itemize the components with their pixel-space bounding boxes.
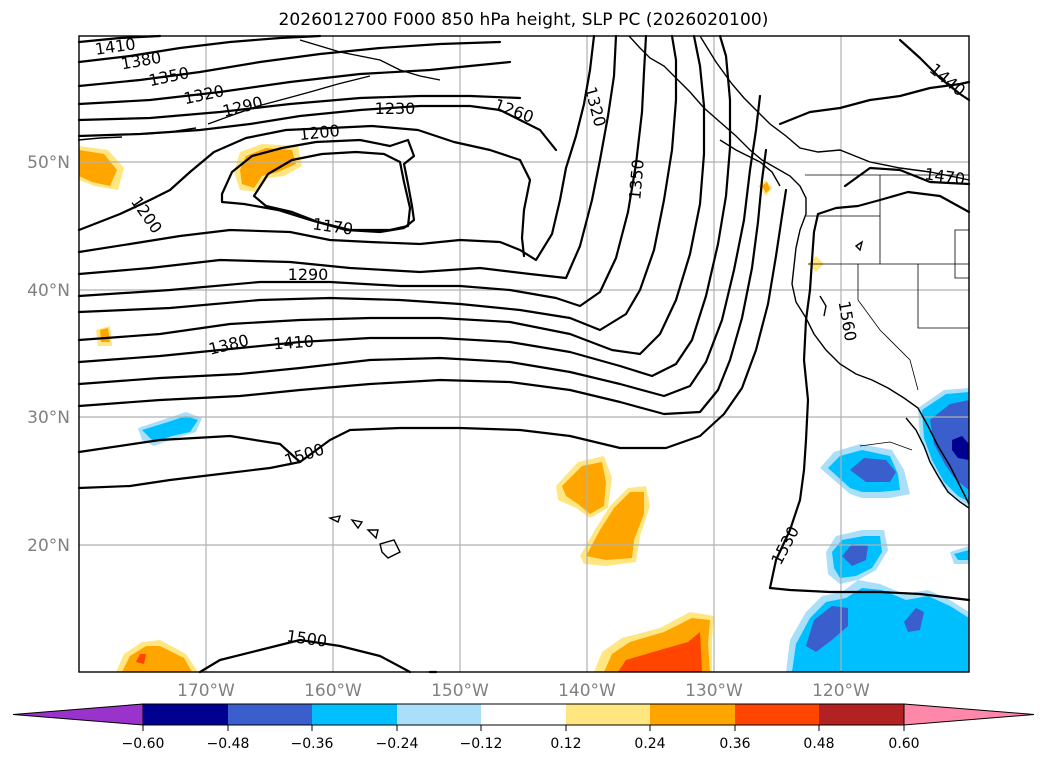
colorbar-segment: [735, 704, 819, 725]
contour-label: 1290: [288, 265, 329, 284]
map-title: 2026012700 F000 850 hPa height, SLP PC (…: [278, 10, 769, 30]
colorbar-tick-label: 0.36: [719, 736, 750, 752]
colorbar-segment: [228, 704, 312, 725]
contour-label: 1230: [375, 99, 416, 118]
lon-label: 160°W: [304, 681, 362, 701]
lat-label: 20°N: [27, 536, 70, 556]
contour-label: 1410: [273, 332, 315, 354]
contour-label: 1350: [625, 158, 647, 200]
lon-label: 140°W: [558, 681, 616, 701]
height-contours: [77, 34, 971, 674]
lat-label: 40°N: [27, 281, 70, 301]
lon-label: 130°W: [685, 681, 743, 701]
colorbar-tick-label: −0.36: [291, 736, 334, 752]
map-background: [79, 36, 969, 672]
colorbar-tick-label: 0.60: [888, 736, 919, 752]
lat-label: 30°N: [27, 408, 70, 428]
lon-label: 150°W: [431, 681, 489, 701]
colorbar-segment: [143, 704, 228, 725]
latitude-labels: 50°N 40°N 30°N 20°N: [27, 153, 70, 556]
colorbar-segment: [819, 704, 904, 725]
colorbar-tick-label: 0.48: [803, 736, 834, 752]
colorbar-tick-label: −0.48: [207, 736, 250, 752]
contour-label: 1200: [298, 121, 340, 144]
colorbar-outline: [142, 703, 905, 726]
lon-label: 120°W: [812, 681, 870, 701]
colorbar: −0.60 −0.48 −0.36 −0.24 −0.12 0.12 0.24 …: [12, 703, 1035, 752]
colorbar-segment: [397, 704, 481, 725]
colorbar-tick-label: −0.24: [376, 736, 419, 752]
lat-label: 50°N: [27, 153, 70, 173]
colorbar-segment: [12, 703, 144, 726]
map-frame: [78, 35, 970, 673]
colorbar-segment: [566, 704, 650, 725]
colorbar-tick-label: 0.24: [634, 736, 665, 752]
longitude-labels: 170°W 160°W 150°W 140°W 130°W 120°W: [177, 681, 870, 701]
coastlines: [77, 35, 970, 559]
colorbar-segment: [312, 704, 397, 725]
lon-label: 170°W: [177, 681, 235, 701]
colorbar-tick-label: 0.12: [550, 736, 581, 752]
colorbar-tick-label: −0.60: [122, 736, 165, 752]
colorbar-segment: [481, 704, 566, 725]
colorbar-segment: [903, 703, 1035, 726]
political-borders: [805, 174, 970, 451]
colorbar-tick-label: −0.12: [460, 736, 503, 752]
colorbar-segment: [650, 704, 735, 725]
